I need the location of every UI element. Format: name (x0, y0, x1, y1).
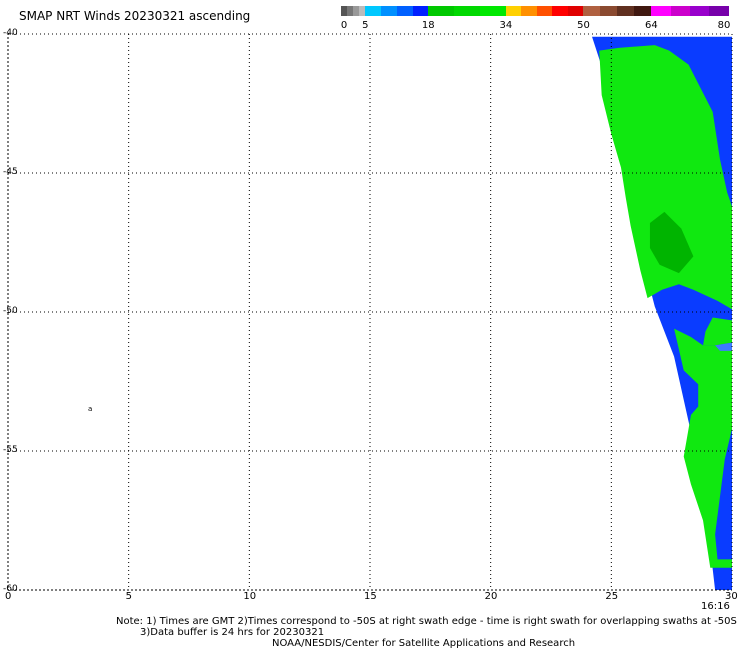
lon-tick-label: 20 (484, 591, 498, 602)
colorbar-label: 18 (421, 20, 435, 31)
lat-tick-label: -55 (3, 445, 18, 455)
colorbar-swatch (670, 6, 691, 16)
colorbar-swatch (347, 6, 354, 16)
colorbar-swatch (359, 6, 366, 16)
lat-tick-label: -60 (3, 584, 18, 594)
lon-tick-label: 0 (5, 591, 12, 602)
lon-tick-label: 10 (243, 591, 257, 602)
colorbar-swatch (353, 6, 360, 16)
colorbar-swatch (412, 6, 429, 16)
swath-light-blue-patch (715, 342, 732, 351)
swath-green-region-north (599, 45, 732, 310)
colorbar-swatch (521, 6, 537, 16)
colorbar-swatch (617, 6, 635, 16)
time-label: 16:16 (701, 601, 730, 612)
note-line-3: NOAA/NESDIS/Center for Satellite Applica… (272, 638, 576, 649)
colorbar-swatch (479, 6, 506, 16)
note-line-2: 3)Data buffer is 24 hrs for 20230321 (140, 627, 325, 638)
colorbar-swatch (600, 6, 618, 16)
colorbar-swatch (583, 6, 601, 16)
swath-green-patch (703, 317, 732, 346)
colorbar-swatch (505, 6, 522, 16)
colorbar-label: 50 (577, 20, 590, 31)
note-line-1: Note: 1) Times are GMT 2)Times correspon… (116, 616, 737, 627)
lat-lon-grid (7, 33, 733, 591)
colorbar-swatch (567, 6, 584, 16)
colorbar-swatch (396, 6, 413, 16)
lon-tick-label: 25 (605, 591, 619, 602)
colorbar-swatch (536, 6, 553, 16)
wind-speed-colorbar: 0 5 18 34 50 64 80 (340, 6, 731, 32)
lat-tick-label: -40 (3, 28, 18, 38)
swath-green-region-south (674, 328, 732, 568)
wind-swath (592, 36, 732, 590)
colorbar-label: 80 (717, 20, 731, 31)
colorbar-swatch (690, 6, 710, 16)
colorbar-swatch (709, 6, 729, 16)
lon-tick-label: 15 (364, 591, 377, 602)
swath-marker: a (88, 405, 92, 413)
swath-green-core (649, 211, 694, 274)
colorbar-label: 0 (340, 20, 348, 31)
colorbar-swatch (365, 6, 381, 16)
colorbar-swatch (651, 6, 671, 16)
lon-tick-label: 5 (125, 591, 133, 602)
map-title: SMAP NRT Winds 20230321 ascending (19, 9, 251, 23)
colorbar-label: 34 (499, 20, 513, 31)
lat-tick-label: -45 (3, 167, 18, 177)
colorbar-swatch (454, 6, 480, 16)
colorbar-swatch (552, 6, 568, 16)
colorbar-swatch (381, 6, 397, 16)
colorbar-gradient (341, 6, 729, 16)
colorbar-label: 5 (362, 20, 369, 31)
colorbar-swatch (341, 6, 348, 16)
lon-tick-label: 30 (725, 591, 738, 602)
colorbar-swatch (634, 6, 652, 16)
colorbar-swatch (428, 6, 455, 16)
colorbar-label: 64 (645, 20, 658, 31)
lat-tick-label: -50 (3, 306, 18, 316)
